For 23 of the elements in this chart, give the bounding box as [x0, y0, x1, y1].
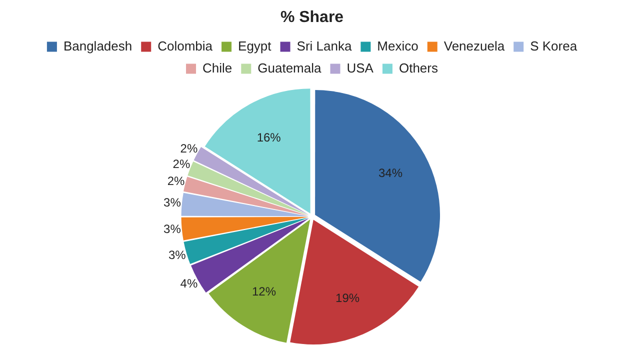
data-label: 2% [167, 174, 186, 188]
legend-label: Bangladesh [63, 38, 132, 54]
legend-label: Chile [202, 60, 232, 76]
data-label: 4% [180, 276, 198, 291]
legend-label: Venezuela [444, 38, 506, 54]
legend-label: Colombia [158, 38, 214, 54]
data-label: 3% [164, 196, 182, 210]
data-label: 3% [164, 222, 182, 236]
data-label: 34% [378, 166, 403, 180]
legend-label: Others [398, 60, 438, 76]
data-label: 19% [336, 291, 360, 306]
legend-label: Mexico [377, 38, 418, 54]
data-label: 2% [180, 141, 198, 156]
data-label: 3% [168, 248, 186, 262]
legend-label: Sri Lanka [296, 38, 352, 54]
data-label: 16% [256, 130, 282, 144]
legend-label: Egypt [238, 38, 272, 54]
data-label: 2% [172, 157, 190, 172]
legend-label: USA [346, 60, 374, 76]
legend-label: Guatemala [258, 60, 322, 76]
data-label: 12% [252, 284, 276, 299]
legend-label: S Korea [530, 38, 578, 54]
chart-title: % Share [280, 9, 344, 26]
